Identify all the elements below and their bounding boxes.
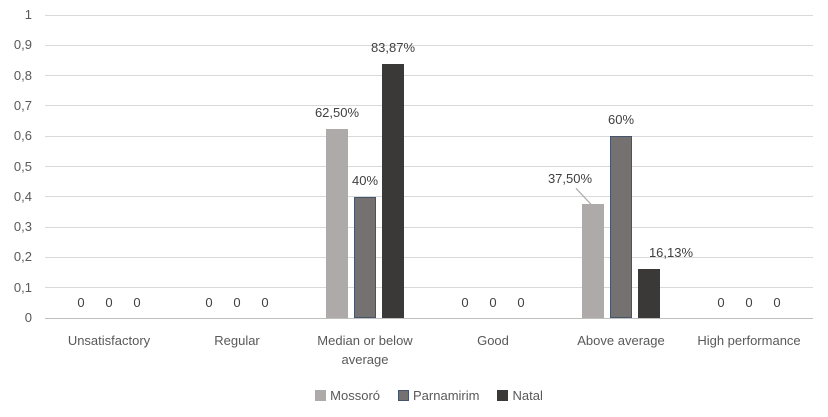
bar-natal-4 xyxy=(638,269,660,318)
gridline xyxy=(45,105,813,107)
zero-data-label: 0 xyxy=(489,295,497,310)
legend-swatch-icon xyxy=(398,390,410,401)
legend-item-mossoró: Mossoró xyxy=(315,388,380,403)
data-label: 60% xyxy=(607,112,635,128)
zero-data-label: 0 xyxy=(517,295,525,310)
y-tick-label: 0,2 xyxy=(13,249,32,265)
legend-item-natal: Natal xyxy=(497,388,543,403)
bar-parnamirim-4 xyxy=(610,136,632,318)
legend: Mossoró Parnamirim Natal xyxy=(45,388,813,403)
zero-data-label: 0 xyxy=(461,295,469,310)
legend-item-parnamirim: Parnamirim xyxy=(398,388,479,403)
y-tick-label: 1 xyxy=(24,7,32,22)
zero-data-label: 0 xyxy=(745,295,753,310)
gridline xyxy=(45,196,813,198)
data-label: 16,13% xyxy=(648,245,694,261)
legend-swatch-icon xyxy=(315,390,327,401)
plot-area: 0 0 62,50% 0 37,50% 0 0 0 40% 0 60% 0 0 0 83,87% 0 16,13… xyxy=(45,14,813,319)
zero-data-label: 0 xyxy=(133,295,141,310)
data-label: 62,50% xyxy=(314,104,360,120)
y-tick-label: 0,1 xyxy=(13,279,32,295)
x-category-label: Unsatisfactory xyxy=(67,333,151,348)
legend-swatch-icon xyxy=(497,390,509,401)
zero-data-label: 0 xyxy=(773,295,781,310)
gridline xyxy=(45,14,813,16)
y-tick-label: 0,8 xyxy=(13,67,32,83)
bar-natal-2 xyxy=(382,63,404,318)
y-tick-label: 0,4 xyxy=(13,188,32,204)
data-label: 40% xyxy=(351,172,379,188)
zero-data-label: 0 xyxy=(105,295,113,310)
bar-mossoró-2 xyxy=(326,128,348,318)
legend-label: Mossoró xyxy=(330,388,381,403)
zero-data-label: 0 xyxy=(233,295,241,310)
x-axis-line xyxy=(45,317,813,319)
bar-parnamirim-2 xyxy=(354,196,376,318)
y-tick-label: 0,7 xyxy=(13,97,32,113)
gridline xyxy=(45,75,813,77)
zero-data-label: 0 xyxy=(205,295,213,310)
gridline xyxy=(45,287,813,289)
zero-data-label: 0 xyxy=(77,295,85,310)
x-axis: Unsatisfactory Regular Median or below ave… xyxy=(45,331,813,373)
zero-data-label: 0 xyxy=(261,295,269,310)
legend-label: Parnamirim xyxy=(413,388,480,403)
x-category-label: Good xyxy=(477,333,509,348)
y-tick-label: 0,5 xyxy=(13,158,32,174)
y-tick-label: 0,6 xyxy=(13,128,32,144)
bar-mossoró-4 xyxy=(582,204,604,318)
gridline xyxy=(45,256,813,258)
y-tick-label: 0,3 xyxy=(13,219,32,235)
x-category-label: High performance xyxy=(697,333,801,348)
y-tick-label: 0 xyxy=(24,310,32,325)
y-axis: 0 0,1 0,2 0,3 0,4 0,5 0,6 0,7 0,8 0,9 1 xyxy=(0,0,40,340)
x-category-label: Median or below average xyxy=(317,333,413,367)
data-label: 37,50% xyxy=(547,171,593,187)
y-tick-label: 0,9 xyxy=(13,37,32,53)
x-category-label: Regular xyxy=(214,333,260,348)
gridline xyxy=(45,44,813,46)
gridline xyxy=(45,166,813,167)
zero-data-label: 0 xyxy=(717,295,725,310)
x-category-label: Above average xyxy=(577,333,665,348)
gridline xyxy=(45,135,813,137)
data-label: 83,87% xyxy=(370,39,416,55)
legend-label: Natal xyxy=(512,388,543,403)
gridline xyxy=(45,226,813,228)
